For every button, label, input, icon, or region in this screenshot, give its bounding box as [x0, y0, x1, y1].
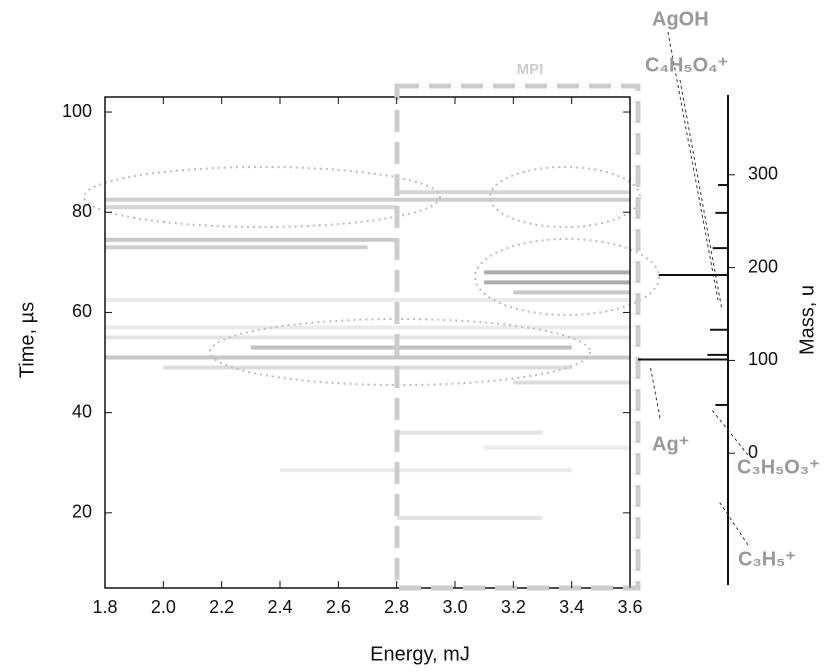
y2-tick-label: 200	[748, 256, 778, 276]
streak	[280, 468, 572, 473]
x-axis-title: Energy, mJ	[370, 643, 470, 665]
plot-area	[105, 97, 630, 588]
plot-frame	[104, 96, 631, 589]
streak	[396, 430, 543, 435]
y-tick-label: 20	[72, 502, 92, 522]
peak-label: C₃H₅⁺	[738, 548, 796, 570]
leaders	[649, 31, 749, 546]
region	[209, 318, 591, 386]
streak	[105, 297, 630, 302]
region	[83, 166, 441, 228]
x-tick-label: 2.6	[326, 597, 351, 617]
x-tick-label: 2.8	[384, 597, 409, 617]
y2-tick-label: 0	[748, 442, 758, 462]
streak	[484, 280, 630, 285]
streak	[396, 190, 630, 195]
streak	[105, 245, 368, 250]
region	[474, 238, 660, 316]
x-tick-label: 1.8	[92, 597, 117, 617]
streak	[513, 380, 630, 385]
x-tick-label: 3.0	[442, 597, 467, 617]
streak	[513, 290, 630, 295]
y-axis-title: Time, µs	[16, 302, 38, 378]
streak	[105, 205, 397, 210]
peak-label: Ag⁺	[652, 433, 689, 455]
streak	[105, 197, 630, 202]
y-tick-label: 40	[72, 401, 92, 421]
y-tick-label: 100	[62, 101, 92, 121]
mpi-label: MPI	[517, 61, 544, 78]
peak-label: AgOH	[652, 8, 709, 30]
peak-label: C₄H₅O₄⁺	[645, 54, 728, 76]
x-tick-label: 2.4	[267, 597, 292, 617]
streak	[396, 515, 543, 520]
mpi-box	[394, 83, 641, 591]
y2-tick-label: 100	[748, 349, 778, 369]
streak	[484, 270, 630, 275]
mass-axis-title: Mass, u	[796, 285, 818, 355]
x-tick-label: 2.2	[209, 597, 234, 617]
y-tick-label: 60	[72, 301, 92, 321]
streak	[484, 445, 630, 450]
x-tick-label: 3.6	[617, 597, 642, 617]
streak	[105, 325, 630, 330]
x-tick-label: 3.4	[559, 597, 584, 617]
streak	[105, 237, 397, 242]
peak-label: C₃H₅O₃⁺	[737, 456, 820, 478]
y2-tick-label: 300	[748, 164, 778, 184]
x-tick-label: 2.0	[151, 597, 176, 617]
x-tick-label: 3.2	[501, 597, 526, 617]
streak	[105, 355, 630, 360]
streak	[163, 365, 572, 370]
streak	[250, 345, 572, 350]
streak	[105, 335, 630, 340]
y-tick-label: 80	[72, 201, 92, 221]
